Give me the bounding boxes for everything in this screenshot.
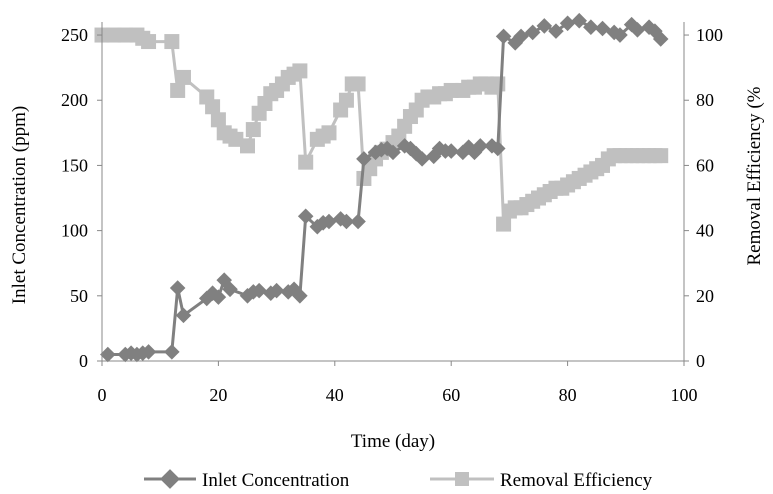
left-y-tick-label: 200 [61, 90, 88, 110]
x-axis-title: Time (day) [351, 431, 435, 452]
data-point-square [106, 27, 122, 43]
left-y-tick-label: 0 [79, 351, 88, 371]
data-point-diamond [140, 344, 157, 360]
data-point-square [338, 92, 354, 108]
data-point-square [170, 82, 186, 98]
x-tick-label: 100 [671, 385, 698, 405]
data-point-square [321, 125, 337, 141]
data-point-diamond [489, 140, 506, 157]
x-tick-label: 80 [559, 385, 577, 405]
right-y-tick-label: 80 [696, 90, 714, 110]
data-point-square [141, 34, 157, 50]
data-point-diamond [350, 213, 366, 230]
legend-item-removal: Removal Efficiency [430, 470, 653, 491]
data-point-square [205, 99, 221, 115]
legend-item-inlet: Inlet Concentration [144, 469, 350, 491]
data-point-diamond [169, 280, 186, 296]
data-point-square [496, 216, 512, 232]
data-point-diamond [443, 143, 459, 159]
data-point-diamond [251, 282, 267, 299]
left-y-tick-label: 150 [61, 155, 88, 175]
right-y-tick-label: 100 [696, 25, 723, 45]
data-point-diamond [356, 151, 372, 167]
data-point-diamond [222, 281, 238, 298]
left-y-tick-label: 250 [61, 25, 88, 45]
left-y-tick-label: 50 [70, 286, 88, 306]
right-y-axis-title: Removal Efficiency (% [744, 86, 765, 265]
data-point-square [117, 27, 133, 43]
data-point-square [350, 76, 366, 92]
data-point-square [175, 69, 191, 85]
right-y-tick-label: 40 [696, 221, 714, 241]
data-point-square [292, 63, 308, 79]
data-point-diamond [385, 144, 401, 161]
data-point-square [653, 148, 669, 164]
data-point-square [298, 154, 314, 170]
x-tick-label: 40 [326, 385, 344, 405]
legend-label-removal: Removal Efficiency [500, 470, 653, 491]
data-point-diamond [414, 151, 430, 167]
plot-area [94, 12, 669, 363]
data-point-diamond [472, 138, 489, 154]
right-y-tick-label: 0 [696, 351, 705, 371]
tick-labels: 0 20 40 60 80 100 0 50 100 150 200 250 0 20 40 60 80 100 [61, 25, 723, 405]
data-point-diamond [164, 344, 180, 360]
data-point-square [210, 112, 226, 128]
data-point-diamond [297, 208, 314, 225]
data-point-diamond [175, 307, 192, 324]
right-y-tick-label: 60 [696, 155, 714, 175]
legend-label-inlet: Inlet Concentration [202, 470, 350, 491]
legend: Inlet Concentration Removal Efficiency [144, 469, 653, 491]
data-point-square [228, 131, 244, 147]
axes [97, 22, 689, 366]
series-inlet-concentration [100, 12, 669, 363]
data-point-square [164, 34, 180, 50]
data-point-diamond [338, 213, 355, 230]
data-point-square [443, 82, 459, 98]
data-point-square [240, 138, 255, 154]
data-point-square [245, 122, 261, 138]
data-point-diamond [321, 213, 337, 230]
x-tick-label: 0 [98, 385, 107, 405]
legend-swatch-removal-marker [455, 472, 469, 486]
series-line [102, 33, 661, 225]
left-y-tick-label: 100 [61, 221, 88, 241]
x-tick-label: 20 [209, 385, 227, 405]
right-y-tick-label: 20 [696, 286, 714, 306]
x-tick-label: 60 [442, 385, 460, 405]
data-point-diamond [210, 289, 227, 305]
legend-swatch-inlet-marker [160, 469, 180, 489]
data-point-square [490, 76, 506, 92]
left-y-axis-title: Inlet Concentration (ppm) [9, 106, 30, 304]
series-removal-efficiency [94, 27, 669, 232]
